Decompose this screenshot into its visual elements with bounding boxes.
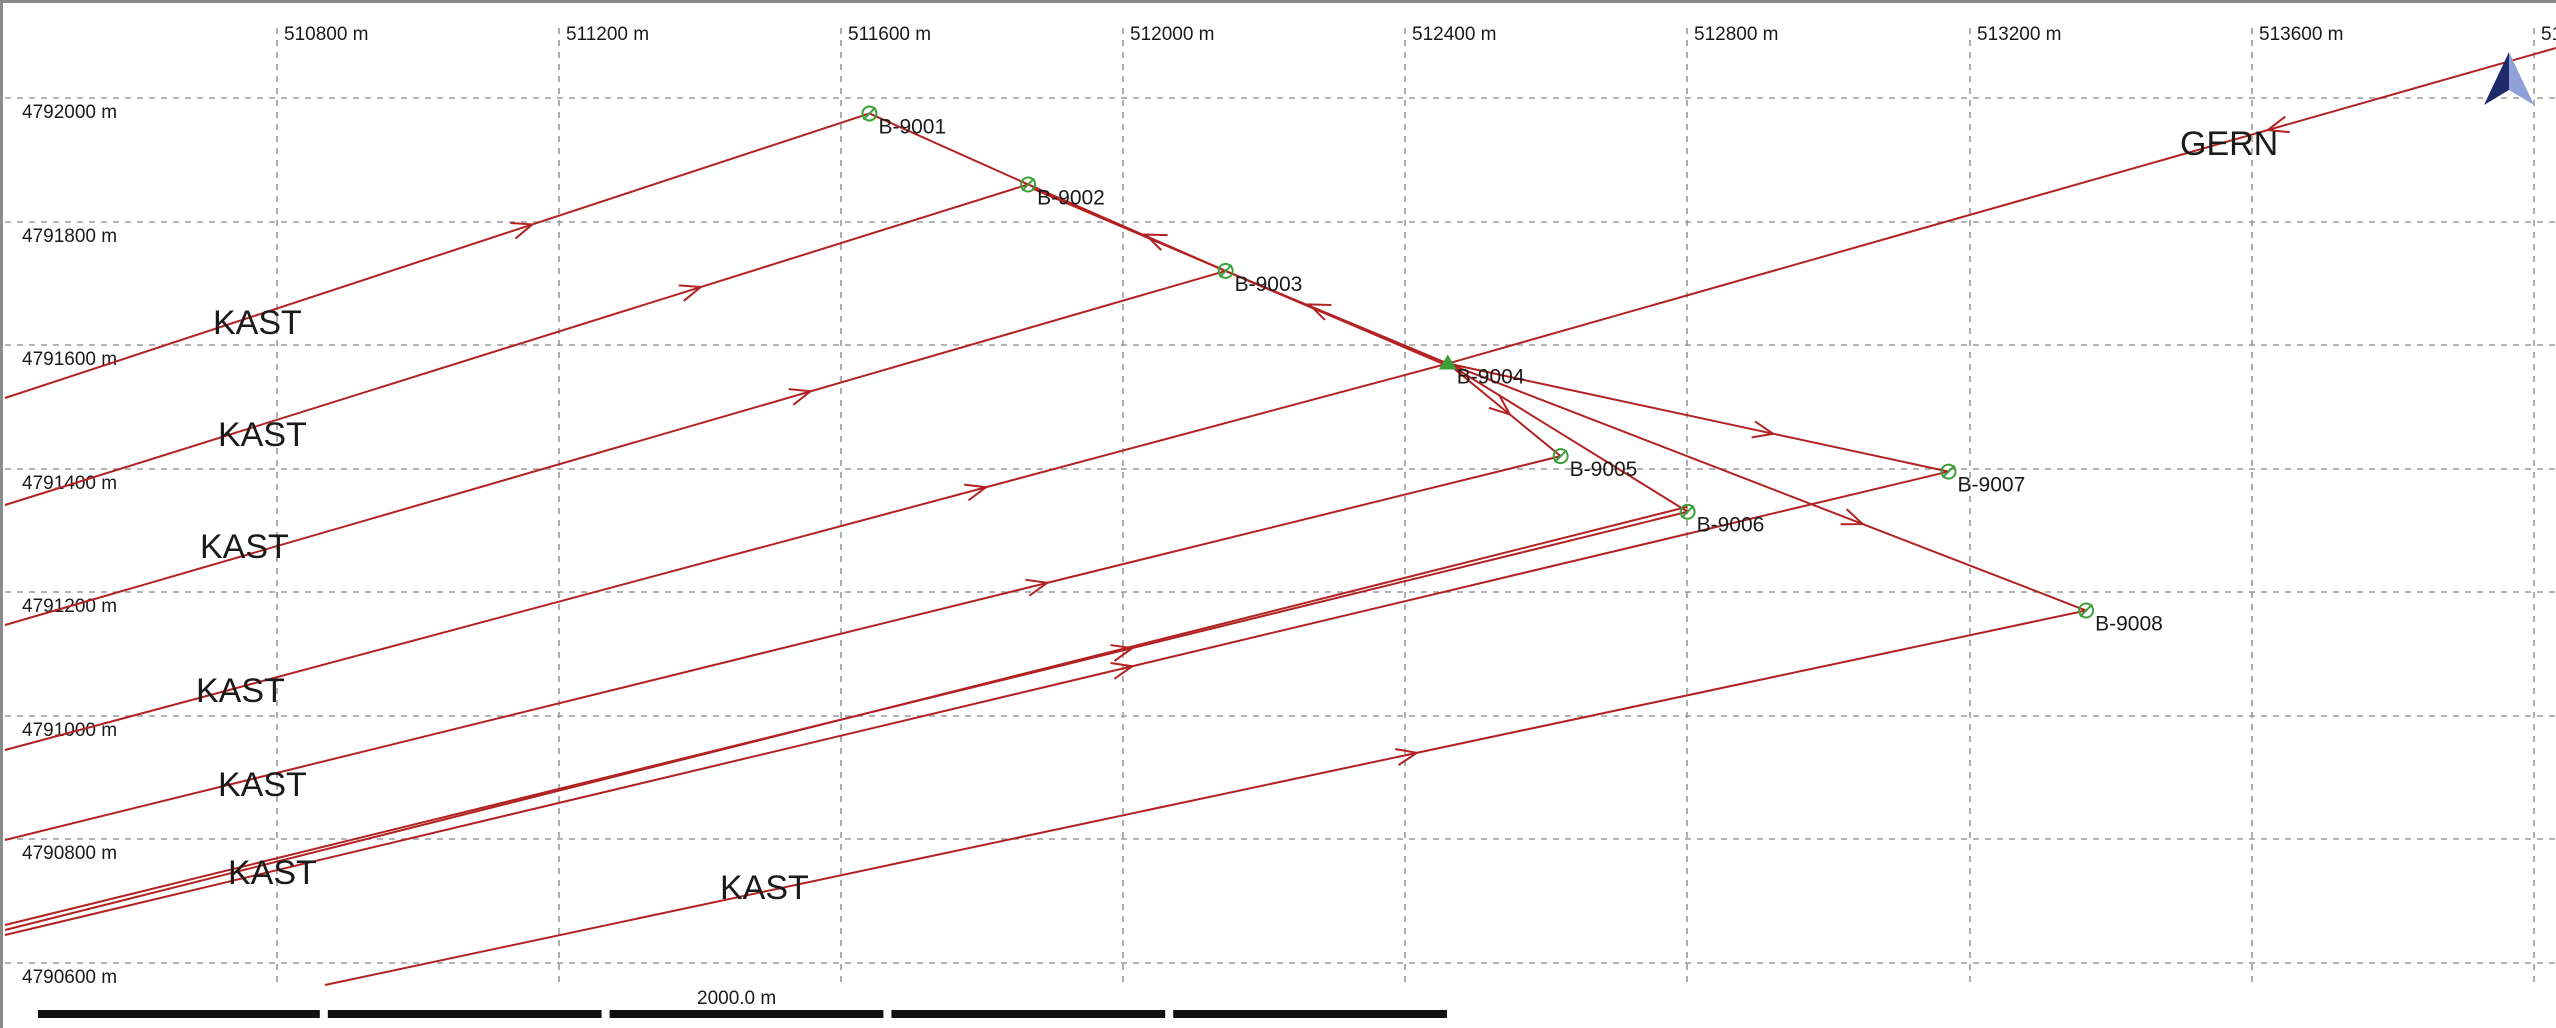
well-circle-icon xyxy=(1218,264,1233,278)
survey-line[interactable] xyxy=(4,362,1449,751)
well-circle-icon[interactable] xyxy=(1020,176,1037,193)
north-arrow-icon xyxy=(2509,52,2534,105)
direction-arrow-icon xyxy=(1110,662,1135,680)
x-coordinate-label: 512800 m xyxy=(1694,24,1779,45)
scale-bar-label: 2000.0 m xyxy=(697,988,776,1009)
x-coordinate-label: 511200 m xyxy=(566,24,649,45)
survey-line[interactable] xyxy=(4,455,1561,841)
y-coordinate-label: 4791600 m xyxy=(22,349,117,370)
well-circle-icon xyxy=(1021,177,1035,192)
direction-arrow-icon xyxy=(2265,115,2290,134)
direction-arrow-icon xyxy=(1110,644,1135,662)
line-name-label: KAST xyxy=(218,416,307,454)
well-circle-icon[interactable] xyxy=(2078,602,2095,619)
line-name-label: KAST xyxy=(720,869,809,907)
survey-line[interactable] xyxy=(4,112,870,399)
survey-line[interactable] xyxy=(324,609,2087,986)
well-label: B-9002 xyxy=(1037,186,1105,209)
well-circle-icon[interactable] xyxy=(1217,262,1234,279)
survey-line[interactable] xyxy=(1447,362,2087,612)
well-circle-icon xyxy=(1553,449,1568,463)
y-coordinate-label: 4791800 m xyxy=(22,226,117,247)
survey-line[interactable] xyxy=(4,470,1949,936)
line-name-label: KAST xyxy=(228,854,317,892)
survey-line[interactable] xyxy=(4,183,1029,506)
direction-arrow-icon xyxy=(1143,233,1168,251)
well-circle-icon xyxy=(1941,464,1956,479)
direction-arrow-icon xyxy=(678,284,704,302)
scale-bar-tick xyxy=(601,1010,610,1018)
direction-arrow-icon xyxy=(1751,420,1776,439)
y-coordinate-label: 4790800 m xyxy=(22,843,117,864)
well-circle-icon[interactable] xyxy=(1679,503,1696,520)
well-circle-icon[interactable] xyxy=(861,105,878,122)
x-coordinate-label: 513200 m xyxy=(1977,24,2062,45)
well-circle-icon[interactable] xyxy=(1940,463,1957,480)
x-coordinate-label: 513600 m xyxy=(2259,24,2344,45)
well-label: B-9006 xyxy=(1697,514,1765,537)
x-coordinate-label: 511600 m xyxy=(848,24,931,45)
direction-arrow-icon xyxy=(1306,303,1332,321)
line-name-label: KAST xyxy=(213,304,302,342)
survey-line[interactable] xyxy=(869,112,1029,186)
y-coordinate-label: 4790600 m xyxy=(22,967,117,988)
line-name-label: GERN xyxy=(2180,125,2278,163)
line-name-label: KAST xyxy=(218,766,307,804)
direction-arrow-icon xyxy=(510,222,535,240)
well-triangle-icon[interactable] xyxy=(1438,354,1457,370)
scale-bar-tick xyxy=(319,1010,328,1018)
line-name-label: KAST xyxy=(196,672,285,710)
scale-bar-tick xyxy=(883,1010,892,1018)
y-coordinate-label: 4792000 m xyxy=(22,102,117,123)
well-circle-icon xyxy=(1680,505,1695,519)
well-label: B-9001 xyxy=(878,115,946,138)
scale-bar-tick xyxy=(1165,1010,1174,1018)
well-label: B-9003 xyxy=(1235,273,1303,296)
well-label: B-9004 xyxy=(1457,366,1525,389)
well-label: B-9008 xyxy=(2095,613,2163,636)
direction-arrow-icon xyxy=(1395,748,1420,766)
x-coordinate-label: 512000 m xyxy=(1130,24,1215,45)
north-arrow-icon xyxy=(2484,52,2509,105)
y-coordinate-label: 4791000 m xyxy=(22,720,117,741)
survey-line[interactable] xyxy=(1447,362,1949,473)
line-name-label: KAST xyxy=(200,528,289,566)
survey-line[interactable] xyxy=(4,505,1688,931)
survey-line[interactable] xyxy=(1447,47,2556,365)
survey-line[interactable] xyxy=(1447,362,1689,513)
well-circle-icon xyxy=(862,106,877,121)
survey-line[interactable] xyxy=(1031,187,1453,369)
well-label: B-9007 xyxy=(1958,474,2026,497)
x-coordinate-label: 512400 m xyxy=(1412,24,1497,45)
direction-arrow-icon xyxy=(788,388,814,406)
x-coordinate-label: 51 xyxy=(2541,24,2556,45)
direction-arrow-icon xyxy=(1025,578,1050,597)
well-circle-icon xyxy=(2079,603,2093,618)
well-label: B-9005 xyxy=(1570,458,1638,481)
x-coordinate-label: 510800 m xyxy=(284,24,369,45)
y-coordinate-label: 4791400 m xyxy=(22,473,117,494)
direction-arrow-icon xyxy=(1840,508,1866,526)
direction-arrow-icon xyxy=(1488,394,1512,417)
well-circle-icon[interactable] xyxy=(1552,448,1569,465)
survey-line[interactable] xyxy=(1447,362,1562,457)
survey-line[interactable] xyxy=(4,269,1226,626)
direction-arrow-icon xyxy=(964,483,989,502)
scale-bar xyxy=(38,1010,1447,1018)
